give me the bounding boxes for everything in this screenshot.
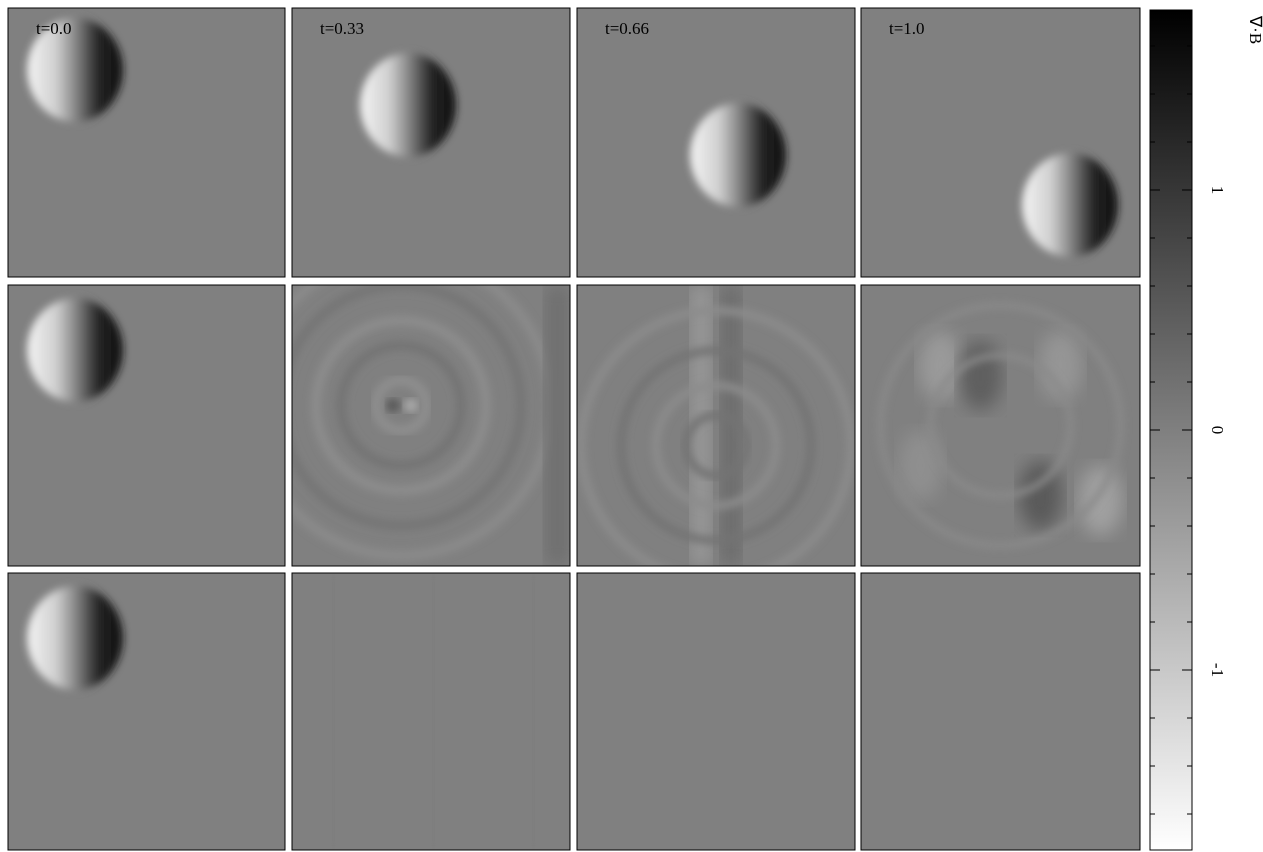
panel-frame xyxy=(860,284,1141,567)
stripe xyxy=(532,573,535,850)
panel-title: t=0.33 xyxy=(320,19,364,38)
panel xyxy=(292,573,570,850)
ripple xyxy=(877,302,1124,549)
panel-frame xyxy=(576,284,856,567)
panel-background xyxy=(292,573,570,850)
ripple xyxy=(336,340,466,471)
panel-background xyxy=(861,573,1140,850)
patch xyxy=(898,430,943,501)
panel xyxy=(292,8,570,277)
spot xyxy=(386,398,400,413)
tick-label: -1 xyxy=(1208,663,1227,677)
colorbar-label: ∇·B xyxy=(1246,15,1263,44)
panel xyxy=(8,573,285,850)
spot xyxy=(404,398,418,413)
panel-frame xyxy=(291,572,571,851)
panel-background xyxy=(577,285,855,566)
ripple xyxy=(652,381,780,510)
panel-title: t=0.0 xyxy=(36,19,72,38)
patch xyxy=(958,340,1003,411)
panel-frame xyxy=(291,7,571,278)
dipole xyxy=(1022,153,1118,257)
panel-frame xyxy=(576,572,856,851)
panel xyxy=(577,573,855,850)
ripple xyxy=(682,411,750,480)
ripple xyxy=(577,306,855,566)
panels: t=0.0 t=0.33 t=0.66 t=1.0 xyxy=(7,7,1141,851)
band xyxy=(545,285,570,566)
dipole xyxy=(690,103,786,207)
dipole xyxy=(27,298,123,402)
panel-frame xyxy=(7,572,286,851)
panel xyxy=(861,573,1140,850)
panel xyxy=(577,285,855,566)
patch xyxy=(918,330,963,401)
dipole xyxy=(360,53,456,157)
ripple xyxy=(311,315,491,496)
patch xyxy=(1018,460,1063,531)
panel-frame xyxy=(860,572,1141,851)
panel-frame xyxy=(291,284,571,567)
stripe xyxy=(432,573,435,850)
panel xyxy=(292,285,570,566)
panel xyxy=(577,8,855,277)
patch xyxy=(1038,330,1083,401)
ripple xyxy=(371,375,431,436)
patch xyxy=(1078,465,1123,536)
tick-label: 1 xyxy=(1208,186,1227,195)
panel-frame xyxy=(7,7,286,278)
stripe xyxy=(332,573,335,850)
panel xyxy=(8,8,285,277)
panel-frame xyxy=(7,284,286,567)
panel-background xyxy=(577,573,855,850)
panel xyxy=(8,285,285,566)
panel xyxy=(861,285,1140,566)
ripple xyxy=(617,346,815,545)
dipole xyxy=(27,18,123,122)
tick-label: 0 xyxy=(1208,426,1227,435)
panel-title: t=1.0 xyxy=(889,19,925,38)
panel-frame xyxy=(576,7,856,278)
ripple xyxy=(927,352,1074,499)
panel-frame xyxy=(860,7,1141,278)
panel-title: t=0.66 xyxy=(605,19,649,38)
dipole xyxy=(27,586,123,690)
panel xyxy=(861,8,1140,277)
